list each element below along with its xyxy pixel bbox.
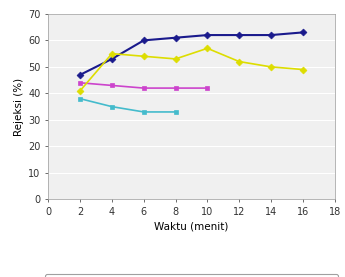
1-2000 ppm	[78, 73, 82, 76]
X-axis label: Waktu (menit): Waktu (menit)	[154, 221, 229, 231]
Line: 1-1000 ppm: 1-1000 ppm	[78, 46, 305, 93]
1-1000 ppm	[142, 55, 146, 58]
1-1000 ppm	[269, 65, 273, 68]
1-2000 ppm	[269, 34, 273, 37]
2-2000 ppm	[142, 86, 146, 90]
1-1000 ppm	[301, 68, 305, 71]
2-1000 ppm	[78, 97, 82, 100]
2-1000 ppm	[142, 110, 146, 114]
2-1000 ppm	[110, 105, 114, 108]
1-1000 ppm	[174, 57, 178, 61]
1-2000 ppm	[110, 57, 114, 61]
1-1000 ppm	[237, 60, 241, 63]
1-2000 ppm	[301, 31, 305, 34]
2-2000 ppm	[205, 86, 209, 90]
1-1000 ppm	[78, 89, 82, 93]
2-2000 ppm	[78, 81, 82, 84]
1-2000 ppm	[237, 34, 241, 37]
2-2000 ppm	[110, 84, 114, 87]
Line: 2-1000 ppm: 2-1000 ppm	[78, 96, 178, 114]
1-2000 ppm	[174, 36, 178, 39]
1-2000 ppm	[142, 39, 146, 42]
1-2000 ppm	[205, 34, 209, 37]
1-1000 ppm	[110, 52, 114, 55]
Line: 1-2000 ppm: 1-2000 ppm	[78, 30, 305, 77]
2-1000 ppm	[174, 110, 178, 114]
2-2000 ppm	[174, 86, 178, 90]
1-1000 ppm	[205, 47, 209, 50]
Legend: 1-2000 ppm, 2-2000 ppm, 1-1000 ppm, 2-1000 ppm: 1-2000 ppm, 2-2000 ppm, 1-1000 ppm, 2-10…	[46, 274, 337, 277]
Y-axis label: Rejeksi (%): Rejeksi (%)	[14, 78, 24, 136]
Line: 2-2000 ppm: 2-2000 ppm	[78, 80, 210, 91]
